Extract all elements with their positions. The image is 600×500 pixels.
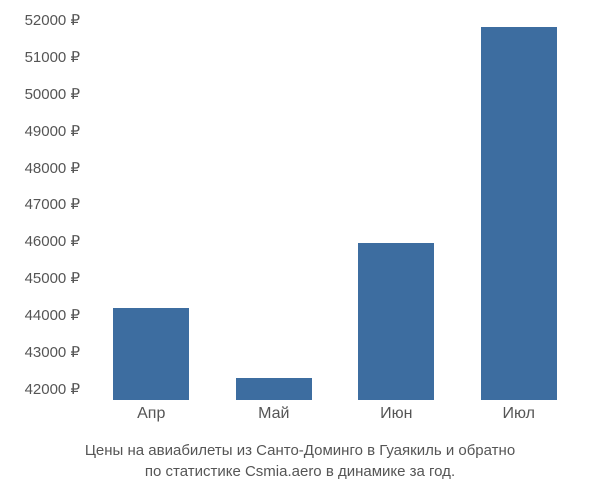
bar (236, 378, 312, 400)
caption-line1: Цены на авиабилеты из Санто-Доминго в Гу… (10, 440, 590, 461)
x-tick-label: Апр (137, 405, 165, 423)
y-tick-label: 49000 ₽ (25, 122, 80, 140)
bars-area (90, 20, 580, 400)
y-axis: 42000 ₽ 43000 ₽ 44000 ₽ 45000 ₽ 46000 ₽ 47000… (0, 20, 85, 400)
y-tick-label: 47000 ₽ (25, 195, 80, 213)
y-tick-label: 45000 ₽ (25, 269, 80, 287)
chart-caption: Цены на авиабилеты из Санто-Доминго в Гу… (0, 440, 600, 482)
y-tick-label: 48000 ₽ (25, 159, 80, 177)
y-tick-label: 44000 ₽ (25, 306, 80, 324)
y-tick-label: 42000 ₽ (25, 380, 80, 398)
y-tick-label: 51000 ₽ (25, 48, 80, 66)
chart-container: 42000 ₽ 43000 ₽ 44000 ₽ 45000 ₽ 46000 ₽ 47000… (0, 0, 600, 500)
x-tick-label: Июн (380, 405, 412, 423)
caption-line2: по статистике Csmia.aero в динамике за г… (10, 461, 590, 482)
x-tick-label: Май (258, 405, 289, 423)
x-tick-label: Июл (503, 405, 535, 423)
y-tick-label: 50000 ₽ (25, 85, 80, 103)
x-axis: Апр Май Июн Июл (90, 405, 580, 435)
y-tick-label: 43000 ₽ (25, 343, 80, 361)
y-tick-label: 46000 ₽ (25, 232, 80, 250)
bar (481, 27, 557, 400)
y-tick-label: 52000 ₽ (25, 11, 80, 29)
bar (358, 243, 434, 400)
bar (113, 308, 189, 400)
